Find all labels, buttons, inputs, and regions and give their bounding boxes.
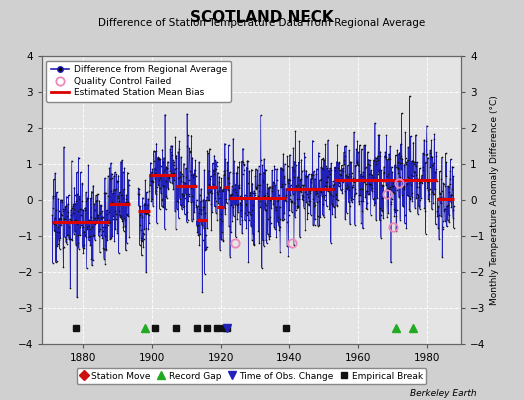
Text: Difference of Station Temperature Data from Regional Average: Difference of Station Temperature Data f… — [99, 18, 425, 28]
Y-axis label: Monthly Temperature Anomaly Difference (°C): Monthly Temperature Anomaly Difference (… — [490, 95, 499, 305]
Text: Berkeley Earth: Berkeley Earth — [410, 389, 477, 398]
Text: SCOTLAND NECK: SCOTLAND NECK — [190, 10, 334, 25]
Legend: Station Move, Record Gap, Time of Obs. Change, Empirical Break: Station Move, Record Gap, Time of Obs. C… — [77, 368, 427, 384]
